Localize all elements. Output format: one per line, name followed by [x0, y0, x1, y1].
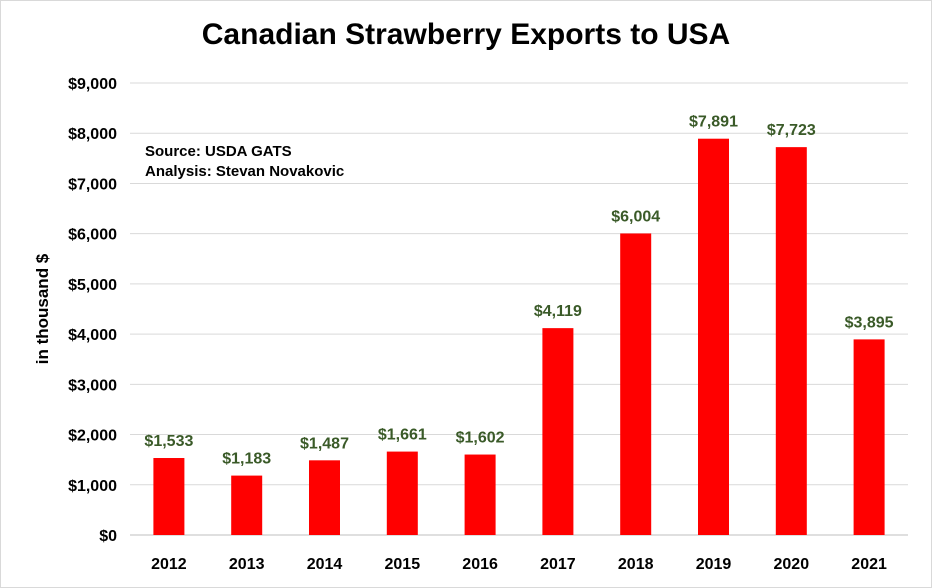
y-tick-label: $3,000 — [68, 377, 117, 394]
data-label: $3,895 — [845, 314, 894, 331]
y-tick-label: $0 — [99, 528, 117, 545]
y-tick-label: $5,000 — [68, 277, 117, 294]
x-tick-label: 2018 — [618, 556, 654, 573]
bar-2014 — [309, 460, 340, 535]
bar-2019 — [698, 138, 729, 535]
y-tick-label: $4,000 — [68, 327, 117, 344]
source-annotation: Source: USDA GATS Analysis: Stevan Novak… — [145, 142, 344, 182]
data-label: $1,487 — [300, 435, 349, 452]
bars — [153, 138, 885, 536]
x-tick-label: 2013 — [229, 556, 265, 573]
y-axis-ticks: $0 $1,000 $2,000 $3,000 $4,000 $5,000 $6,000 $7… — [68, 76, 117, 545]
bar-2012 — [153, 458, 185, 535]
bar-2021 — [853, 339, 885, 535]
data-label: $1,183 — [222, 451, 271, 468]
y-tick-label: $7,000 — [68, 176, 117, 193]
x-tick-label: 2017 — [540, 556, 576, 573]
data-label: $7,723 — [767, 122, 816, 139]
y-axis-label: in thousand $ — [33, 253, 52, 364]
chart-title: Canadian Strawberry Exports to USA — [201, 18, 731, 51]
data-label: $1,661 — [378, 427, 427, 444]
x-tick-label: 2020 — [774, 556, 810, 573]
x-tick-label: 2021 — [851, 556, 887, 573]
x-tick-label: 2019 — [696, 556, 732, 573]
source-line: Source: USDA GATS — [145, 143, 292, 160]
data-label: $7,891 — [689, 114, 738, 131]
data-label: $4,119 — [534, 303, 582, 320]
data-labels: $1,533 $1,183 $1,487 $1,661 $1,602 $4,119 $6,0… — [144, 114, 893, 468]
bar-2017 — [542, 328, 574, 535]
bar-2016 — [464, 454, 496, 535]
y-tick-label: $9,000 — [68, 76, 117, 93]
x-tick-label: 2016 — [462, 556, 498, 573]
y-tick-label: $2,000 — [68, 428, 117, 445]
bar-2018 — [620, 233, 652, 536]
data-label: $1,602 — [456, 430, 505, 447]
x-axis-ticks: 2012 2013 2014 2015 2016 2017 2018 2019 2020 2021 — [151, 556, 887, 573]
x-tick-label: 2015 — [385, 556, 421, 573]
data-label: $6,004 — [611, 208, 660, 225]
x-tick-label: 2014 — [307, 556, 343, 573]
bar-2015 — [386, 451, 418, 535]
bar-2013 — [231, 475, 263, 535]
analysis-line: Analysis: Stevan Novakovic — [145, 163, 345, 180]
data-label: $1,533 — [144, 433, 193, 450]
bar-2020 — [775, 147, 807, 535]
y-tick-label: $6,000 — [68, 227, 117, 244]
y-tick-label: $8,000 — [68, 126, 117, 143]
y-tick-label: $1,000 — [68, 478, 117, 495]
x-tick-label: 2012 — [151, 556, 187, 573]
